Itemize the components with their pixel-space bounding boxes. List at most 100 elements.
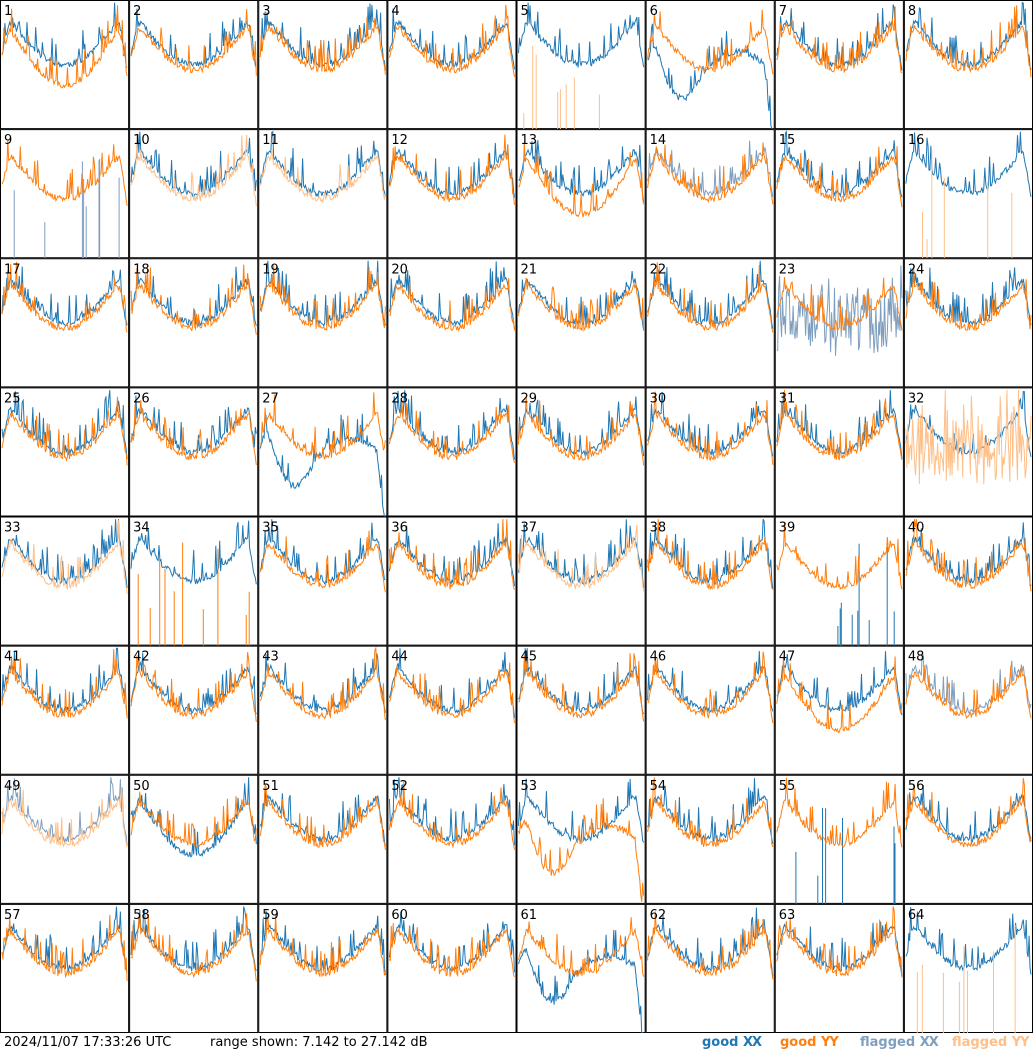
series-yy	[647, 391, 774, 465]
series-yy	[518, 917, 645, 978]
panel-label: 34	[133, 521, 150, 536]
series-yy	[922, 150, 1013, 259]
panel-label: 32	[908, 391, 925, 406]
panel: 55	[774, 774, 904, 904]
panel-label: 37	[521, 521, 538, 536]
panel-frame	[774, 516, 904, 646]
series-yy	[647, 262, 774, 333]
panel-label: 29	[521, 391, 538, 406]
panel-label: 5	[521, 4, 529, 19]
panel: 6	[645, 0, 775, 130]
panel: 52	[387, 774, 517, 904]
panel: 53	[516, 774, 646, 904]
panel: 56	[903, 774, 1033, 904]
panel: 35	[258, 516, 388, 646]
series-yy	[647, 911, 774, 980]
panel-label: 41	[4, 650, 21, 665]
series-xx	[647, 907, 774, 977]
series-yy	[776, 6, 903, 74]
panel-label: 26	[133, 391, 150, 406]
series-xx	[130, 777, 257, 858]
series-yy	[905, 664, 1032, 720]
series-yy	[1, 786, 128, 849]
series-yy	[776, 146, 903, 208]
panel-label: 51	[262, 779, 279, 794]
panel: 51	[258, 774, 388, 904]
series-xx	[518, 929, 644, 1033]
panel-label: 59	[262, 908, 279, 923]
panel: 36	[387, 516, 517, 646]
panel: 25	[0, 387, 130, 517]
panel: 62	[645, 903, 775, 1033]
panel-label: 11	[262, 133, 279, 148]
panel: 1	[0, 0, 130, 130]
panel-label: 10	[133, 133, 150, 148]
series-xx	[130, 906, 257, 972]
panel-frame	[645, 129, 775, 259]
panel-frame	[387, 645, 517, 775]
series-yy	[776, 777, 903, 848]
panel-label: 30	[650, 391, 667, 406]
series-yy	[776, 389, 903, 461]
panel-label: 62	[650, 908, 667, 923]
panel: 23	[774, 258, 904, 388]
panel-label: 18	[133, 262, 150, 277]
legend-good-yy: good YY	[780, 1035, 839, 1051]
legend-label: good	[702, 1035, 739, 1050]
panel-label: 52	[391, 779, 408, 794]
series-yy	[523, 46, 600, 130]
series-xx	[776, 651, 903, 716]
panel-label: 16	[908, 133, 925, 148]
panel: 39	[774, 516, 904, 646]
panel-label: 14	[650, 133, 667, 148]
series-xx	[837, 543, 895, 646]
panel: 40	[903, 516, 1033, 646]
panel: 2	[129, 0, 259, 130]
series-yy	[905, 519, 1032, 592]
panel-label: 2	[133, 4, 141, 19]
panel-label: 42	[133, 650, 150, 665]
panel-label: 31	[779, 391, 796, 406]
series-xx	[647, 140, 774, 198]
panel-label: 44	[391, 650, 408, 665]
panel: 54	[645, 774, 775, 904]
legend-label: good	[780, 1035, 817, 1050]
series-yy	[259, 782, 386, 851]
legend-pol: XX	[743, 1035, 762, 1050]
series-yy	[1, 5, 128, 89]
series-yy	[518, 395, 645, 466]
panel: 64	[903, 903, 1033, 1033]
series-xx	[388, 648, 515, 718]
panel: 57	[0, 903, 130, 1033]
legend-pol: YY	[821, 1035, 839, 1050]
panel: 19	[258, 258, 388, 388]
panel-frame	[129, 258, 259, 388]
panel: 45	[516, 645, 646, 775]
series-yy	[1, 396, 128, 466]
series-xx	[518, 270, 645, 331]
series-xx	[1, 2, 128, 69]
legend-flagged-yy: flagged YY	[952, 1035, 1030, 1051]
panel-label: 8	[908, 4, 916, 19]
series-xx	[776, 921, 903, 977]
series-yy	[388, 781, 515, 850]
series-xx	[13, 158, 120, 259]
timestamp: 2024/11/07 17:33:26 UTC	[4, 1035, 172, 1050]
series-yy	[905, 389, 1032, 485]
series-yy	[1, 261, 128, 333]
series-yy	[389, 277, 515, 332]
panel-label: 50	[133, 779, 150, 794]
series-yy	[518, 524, 645, 592]
series-xx	[905, 267, 1032, 326]
panel-label: 38	[650, 521, 667, 536]
panel-label: 63	[779, 908, 796, 923]
series-yy	[259, 148, 386, 204]
panel-label: 39	[779, 521, 796, 536]
panel-label: 3	[262, 4, 270, 19]
panel: 26	[129, 387, 259, 517]
panel-label: 24	[908, 262, 925, 277]
panel-label: 55	[779, 779, 796, 794]
series-yy	[647, 519, 774, 591]
panel-label: 58	[133, 908, 150, 923]
